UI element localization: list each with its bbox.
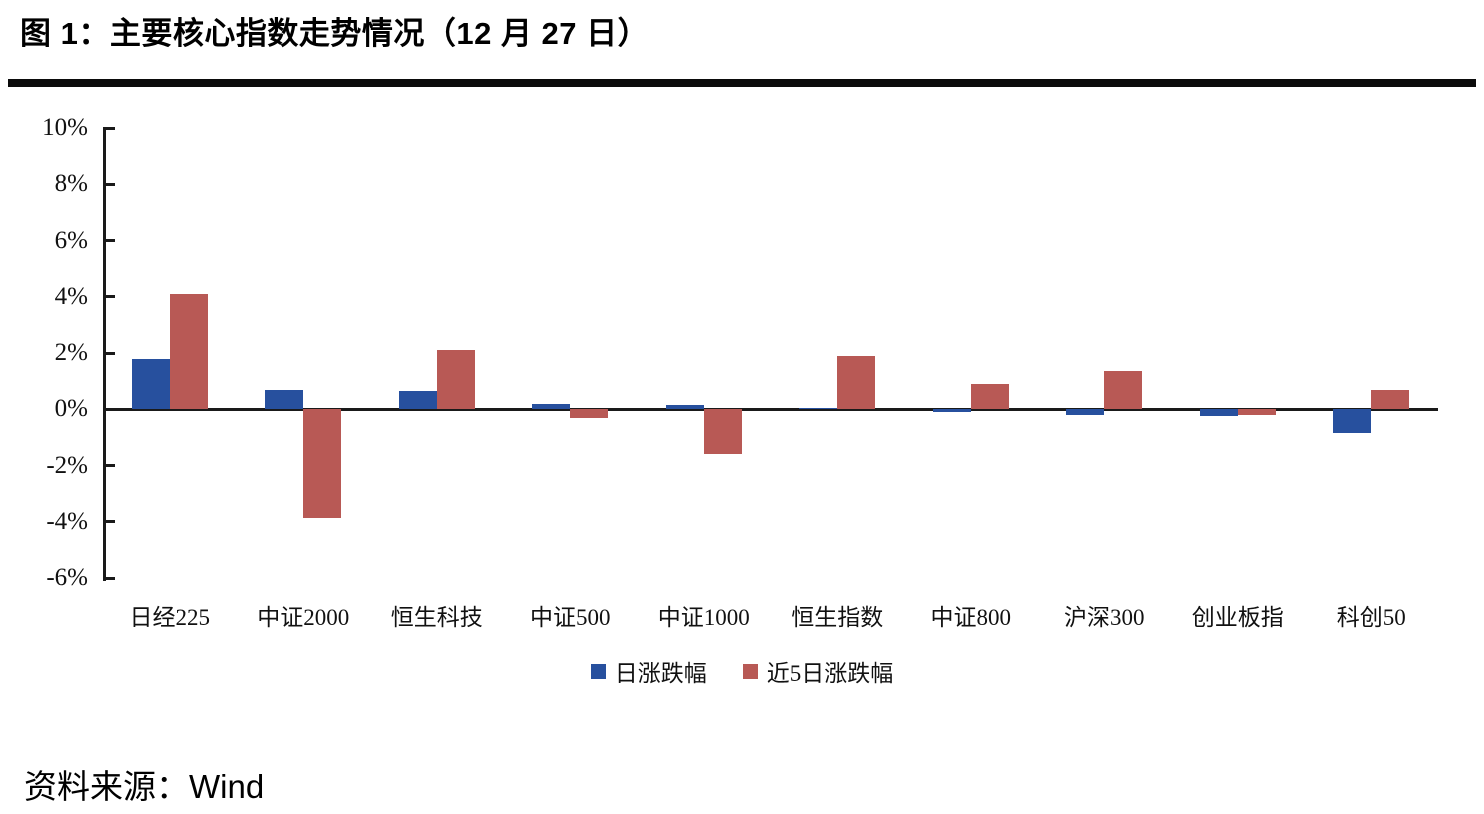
bar-daily-6	[932, 409, 971, 413]
zero-baseline	[103, 407, 1438, 411]
bar-daily-1	[265, 389, 304, 410]
bar-5day-9	[1371, 389, 1410, 410]
bar-daily-2	[398, 390, 437, 410]
bar-5day-8	[1237, 409, 1276, 415]
bar-daily-7	[1066, 409, 1105, 415]
x-axis-label-4: 中证1000	[657, 605, 750, 630]
y-axis-tick-2	[103, 239, 115, 242]
y-axis-tick-6	[103, 464, 115, 467]
bar-5day-5	[837, 355, 876, 410]
y-tick-label-2: 6%	[54, 226, 88, 254]
figure-title: 图 1：主要核心指数走势情况（12 月 27 日）	[20, 16, 650, 51]
x-axis-label-8: 创业板指	[1191, 605, 1284, 630]
x-axis-label-2: 恒生科技	[390, 605, 483, 630]
bar-chart: 10% 8% 6% 4% 2% 0% -2% -4% -6% 日经225 中证2000 恒生科技 中证…	[0, 114, 1484, 688]
bar-daily-5	[799, 407, 838, 410]
bar-5day-2	[436, 350, 475, 410]
bar-daily-9	[1333, 409, 1372, 434]
bar-5day-3	[570, 409, 609, 418]
y-axis-tick-3	[103, 295, 115, 299]
source-note: 资料来源：Wind	[24, 768, 265, 805]
y-tick-label-1: 8%	[54, 170, 88, 198]
y-tick-label-3: 4%	[54, 282, 88, 310]
x-axis-label-7: 沪深300	[1064, 605, 1145, 630]
y-axis-line	[103, 128, 106, 581]
y-tick-label-7: -4%	[46, 507, 88, 535]
x-axis-label-0: 日经225	[129, 605, 211, 630]
bar-5day-1	[303, 409, 342, 518]
bar-5day-7	[1104, 371, 1143, 410]
x-axis-label-5: 恒生指数	[791, 605, 884, 630]
legend-item-5day: 近5日涨跌幅	[742, 654, 894, 688]
legend-item-daily: 日涨跌幅	[590, 654, 707, 688]
y-tick-label-4: 2%	[54, 339, 88, 366]
bar-5day-6	[970, 383, 1009, 410]
bar-daily-3	[532, 403, 571, 410]
legend-label-daily: 日涨跌幅	[614, 661, 707, 686]
x-axis-label-6: 中证800	[930, 605, 1012, 630]
title-divider	[8, 79, 1476, 87]
y-tick-label-6: -2%	[46, 451, 88, 479]
y-tick-label-8: -6%	[46, 564, 88, 591]
y-axis-tick-7	[103, 520, 115, 524]
y-axis-tick-8	[103, 576, 115, 580]
y-axis-tick-1	[103, 182, 115, 186]
y-tick-label-0: 10%	[42, 114, 88, 141]
bar-5day-0	[169, 293, 208, 410]
y-tick-label-5: 0%	[54, 395, 88, 423]
bar-5day-4	[703, 409, 742, 455]
legend-swatch-5day	[742, 663, 758, 679]
x-axis-label-9: 科创50	[1336, 605, 1406, 630]
x-axis-label-1: 中证2000	[257, 605, 350, 630]
bar-daily-0	[131, 358, 170, 410]
y-axis-tick-0	[103, 126, 115, 130]
x-axis-label-3: 中证500	[530, 605, 611, 630]
bar-daily-8	[1199, 409, 1238, 417]
bar-daily-4	[665, 405, 704, 410]
legend-label-5day: 近5日涨跌幅	[766, 661, 894, 686]
legend-swatch-daily	[590, 663, 606, 679]
chart-legend: 日涨跌幅 近5日涨跌幅	[0, 654, 1484, 688]
y-axis-tick-4	[103, 351, 115, 355]
